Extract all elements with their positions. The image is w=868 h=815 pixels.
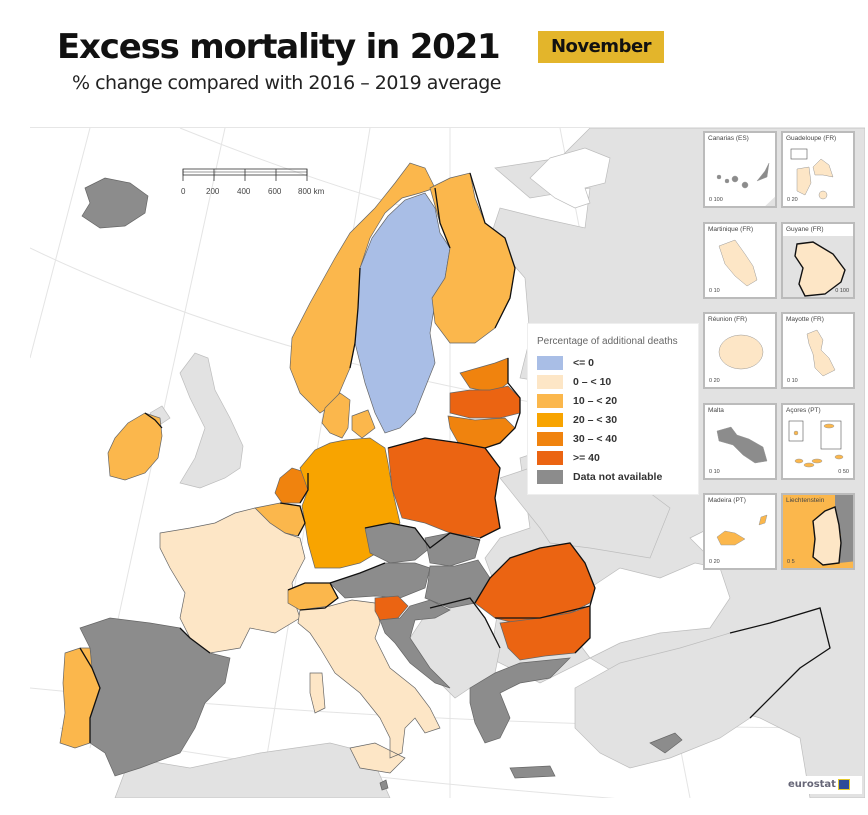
inset-guyane: Guyane (FR) 0 100 <box>781 222 855 299</box>
legend-label: <= 0 <box>573 357 595 369</box>
inset-scale: 0 50 <box>838 469 849 475</box>
legend-title: Percentage of additional deaths <box>537 336 678 347</box>
inset-label: Mayotte (FR) <box>786 316 824 323</box>
legend: Percentage of additional deaths <= 0 0 –… <box>527 323 699 495</box>
legend-label: >= 40 <box>573 452 600 464</box>
inset-map <box>718 334 764 370</box>
inset-acores: Açores (PT) 0 50 <box>781 403 855 480</box>
inset-label: Guadeloupe (FR) <box>786 135 837 142</box>
inset-map <box>716 162 775 206</box>
legend-swatch <box>537 413 563 427</box>
country-greece <box>469 657 571 779</box>
black-sea <box>574 562 731 659</box>
legend-swatch <box>537 470 563 484</box>
inset-label: Canarias (ES) <box>708 135 749 142</box>
country-sweden <box>354 192 451 434</box>
inset-map <box>783 236 853 297</box>
country-austria <box>329 562 431 599</box>
inset-scale: 0 10 <box>709 469 720 475</box>
inset-map <box>788 420 844 468</box>
inset-scale: 0 100 <box>835 288 849 294</box>
country-iceland <box>81 177 149 229</box>
country-croatia <box>379 599 451 689</box>
inset-label: Réunion (FR) <box>708 316 748 323</box>
inset-scale: 0 10 <box>787 378 798 384</box>
eu-flag-icon <box>837 778 850 790</box>
legend-label: 30 – < 40 <box>573 433 618 445</box>
legend-label: 10 – < 20 <box>573 395 618 407</box>
scale-bar-graphic <box>182 168 308 181</box>
inset-label: Liechtenstein <box>786 497 825 504</box>
legend-label: 20 – < 30 <box>573 414 618 426</box>
inset-reunion: Réunion (FR) 0 20 <box>703 312 777 389</box>
inset-scale: 0 10 <box>709 288 720 294</box>
inset-map <box>716 426 768 464</box>
inset-scale: 0 20 <box>709 378 720 384</box>
scale-tick: 0 <box>181 187 186 196</box>
inset-canarias: Canarias (ES) 0 100 <box>703 131 777 208</box>
country-poland <box>387 437 501 539</box>
inset-map <box>718 239 758 287</box>
white-sea <box>529 147 611 209</box>
inset-scale: 0 100 <box>709 197 723 203</box>
inset-madeira: Madeira (PT) 0 20 <box>703 493 777 570</box>
country-france <box>159 507 306 654</box>
inset-label: Guyane (FR) <box>786 226 824 233</box>
scale-bar: 0 200 400 600 800 km <box>180 163 340 196</box>
inset-martinique: Martinique (FR) 0 10 <box>703 222 777 299</box>
legend-swatch <box>537 356 563 370</box>
legend-swatch <box>537 451 563 465</box>
inset-label: Martinique (FR) <box>708 226 754 233</box>
uk <box>179 352 244 489</box>
legend-swatch <box>537 432 563 446</box>
inset-label: Malta <box>708 407 724 414</box>
inset-label: Madeira (PT) <box>708 497 746 504</box>
scale-tick: 800 km <box>298 187 325 196</box>
inset-scale: 0 20 <box>709 559 720 565</box>
country-ireland <box>107 412 163 481</box>
inset-map <box>806 329 836 377</box>
inset-map <box>812 495 853 566</box>
chart-title: Excess mortality in 2021 <box>57 27 501 67</box>
scale-tick: 200 <box>206 187 220 196</box>
eu-borders <box>79 172 831 743</box>
month-badge: November <box>538 31 664 63</box>
inset-map <box>790 148 834 200</box>
inset-malta: Malta 0 10 <box>703 403 777 480</box>
countries-layer <box>59 162 683 791</box>
eurostat-logo: eurostat <box>782 776 862 794</box>
scale-tick: 400 <box>237 187 251 196</box>
inset-guadeloupe: Guadeloupe (FR) 0 20 <box>781 131 855 208</box>
chart-subtitle: % change compared with 2016 – 2019 avera… <box>72 72 501 94</box>
logo-text: eurostat <box>788 779 836 790</box>
inset-label: Açores (PT) <box>786 407 821 414</box>
inset-map <box>716 514 768 546</box>
country-malta-main <box>379 779 389 791</box>
inset-mayotte: Mayotte (FR) 0 10 <box>781 312 855 389</box>
legend-label: Data not available <box>573 471 663 483</box>
legend-label: 0 – < 10 <box>573 376 612 388</box>
country-cyprus <box>649 732 683 754</box>
country-czechia <box>364 522 431 564</box>
country-denmark <box>321 392 376 439</box>
seas <box>529 147 731 659</box>
legend-swatch <box>537 394 563 408</box>
map-frame: 0 200 400 600 800 km Percentage of addit… <box>30 127 865 798</box>
inset-liechtenstein: Liechtenstein 0 5 <box>781 493 855 570</box>
inset-scale: 0 5 <box>787 559 795 565</box>
legend-swatch <box>537 375 563 389</box>
country-latvia <box>449 385 521 419</box>
scale-tick: 600 <box>268 187 282 196</box>
inset-scale: 0 20 <box>787 197 798 203</box>
